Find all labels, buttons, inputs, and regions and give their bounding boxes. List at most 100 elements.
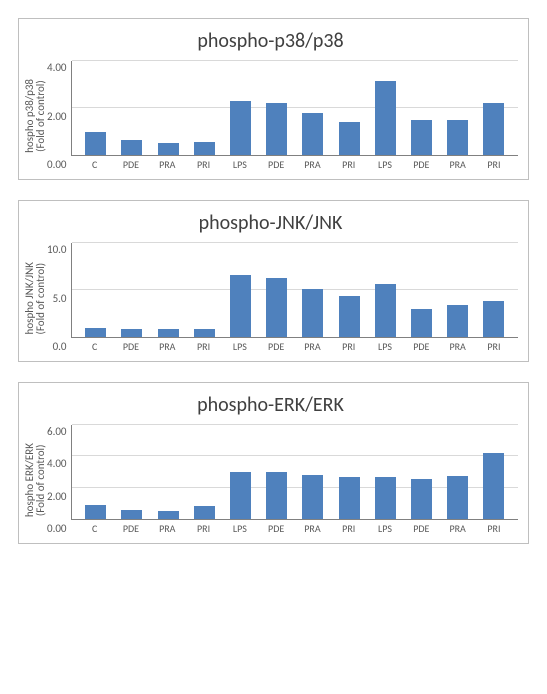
x-tick-label: PRI — [476, 522, 512, 535]
bar — [447, 120, 468, 155]
y-tick-label: 2.00 — [47, 110, 67, 123]
y-tick-label: 0.00 — [47, 158, 67, 171]
x-tick-label: PRI — [185, 158, 221, 171]
bar-slot — [295, 243, 331, 337]
bar — [302, 475, 323, 519]
bar-slot — [331, 243, 367, 337]
x-tick-label: PRI — [185, 522, 221, 535]
bar-slot — [222, 243, 258, 337]
x-tick-label: PRA — [294, 158, 330, 171]
x-tick-label: PRA — [439, 158, 475, 171]
bar-slot — [403, 243, 439, 337]
y-tick-label: 4.00 — [47, 457, 67, 470]
x-tick-label: PRI — [185, 340, 221, 353]
y-axis-ticks: 6.004.002.000.00 — [47, 425, 71, 535]
bar-slot — [403, 425, 439, 519]
bar-slot — [222, 425, 258, 519]
x-tick-label: PDE — [403, 522, 439, 535]
grid-line — [72, 107, 518, 108]
chart-panel: phospho-JNK/JNK hospho JNK/JNK(Fold of co… — [18, 200, 529, 362]
y-tick-label: 10.0 — [47, 243, 67, 256]
bar-slot — [150, 61, 186, 155]
x-tick-label: PRA — [294, 522, 330, 535]
bar — [85, 328, 106, 337]
bar — [158, 511, 179, 519]
x-tick-label: PRA — [149, 158, 185, 171]
x-axis-ticks: CPDEPRAPRILPSPDEPRAPRILPSPDEPRAPRI — [71, 156, 518, 171]
bar-slot — [114, 243, 150, 337]
y-axis-label-line2: (Fold of control) — [35, 262, 46, 334]
x-axis-ticks: CPDEPRAPRILPSPDEPRAPRILPSPDEPRAPRI — [71, 520, 518, 535]
x-tick-label: C — [77, 340, 113, 353]
x-tick-label: PRA — [294, 340, 330, 353]
bar — [230, 275, 251, 337]
bar-slot — [150, 243, 186, 337]
y-axis-label: hospho ERK/ERK(Fold of control) — [23, 425, 47, 535]
bar-slot — [186, 425, 222, 519]
bar-slot — [440, 425, 476, 519]
x-tick-label: PRA — [149, 522, 185, 535]
bar-slot — [403, 61, 439, 155]
x-tick-label: PDE — [403, 340, 439, 353]
x-tick-label: PRI — [331, 522, 367, 535]
x-tick-label: PDE — [403, 158, 439, 171]
x-tick-label: PRA — [149, 340, 185, 353]
x-tick-label: LPS — [367, 522, 403, 535]
x-tick-label: LPS — [222, 522, 258, 535]
chart-body: hospho JNK/JNK(Fold of control)10.05.00.… — [23, 243, 518, 353]
chart-title: phospho-p38/p38 — [23, 29, 518, 53]
bar-slot — [78, 61, 114, 155]
y-tick-label: 0.0 — [53, 340, 67, 353]
bar — [85, 132, 106, 156]
chart-title: phospho-JNK/JNK — [23, 211, 518, 235]
y-axis-label: hospho JNK/JNK(Fold of control) — [23, 243, 47, 353]
x-tick-label: PRA — [439, 340, 475, 353]
bar — [121, 510, 142, 519]
y-axis-ticks: 4.002.000.00 — [47, 61, 71, 171]
x-tick-label: PRI — [331, 158, 367, 171]
bar — [266, 103, 287, 155]
bar — [375, 477, 396, 519]
bar-slot — [440, 61, 476, 155]
grid-line — [72, 60, 518, 61]
bar-slot — [367, 243, 403, 337]
x-tick-label: PDE — [258, 522, 294, 535]
bar-slot — [476, 425, 512, 519]
bar-slot — [78, 425, 114, 519]
x-axis-ticks: CPDEPRAPRILPSPDEPRAPRILPSPDEPRAPRI — [71, 338, 518, 353]
bar-slot — [367, 425, 403, 519]
bar — [194, 142, 215, 155]
bar-slot — [367, 61, 403, 155]
bar-slot — [331, 61, 367, 155]
grid-line — [72, 424, 518, 425]
bar-slot — [331, 425, 367, 519]
bar — [411, 309, 432, 337]
bar-slot — [476, 61, 512, 155]
x-tick-label: LPS — [222, 340, 258, 353]
bar — [483, 453, 504, 519]
bar — [411, 120, 432, 155]
x-tick-label: PRI — [476, 340, 512, 353]
bar-slot — [114, 425, 150, 519]
bar-slot — [222, 61, 258, 155]
chart-body: hospho ERK/ERK(Fold of control)6.004.002… — [23, 425, 518, 535]
bar — [483, 301, 504, 337]
y-tick-label: 2.00 — [47, 490, 67, 503]
bar — [194, 329, 215, 337]
bar-slot — [295, 61, 331, 155]
bar — [411, 479, 432, 519]
plot-area — [71, 61, 518, 156]
y-axis-label-line2: (Fold of control) — [35, 79, 46, 153]
x-tick-label: LPS — [367, 340, 403, 353]
x-tick-label: PDE — [258, 340, 294, 353]
bar-slot — [259, 61, 295, 155]
bar — [375, 284, 396, 337]
y-tick-label: 0.00 — [47, 522, 67, 535]
chart-panel: phospho-ERK/ERKhospho ERK/ERK(Fold of co… — [18, 382, 529, 544]
bar — [447, 305, 468, 337]
bar — [158, 143, 179, 155]
bar — [483, 103, 504, 155]
bar — [121, 329, 142, 337]
chart-panel: phospho-p38/p38hospho p38/p38(Fold of co… — [18, 18, 529, 180]
bar — [266, 278, 287, 337]
